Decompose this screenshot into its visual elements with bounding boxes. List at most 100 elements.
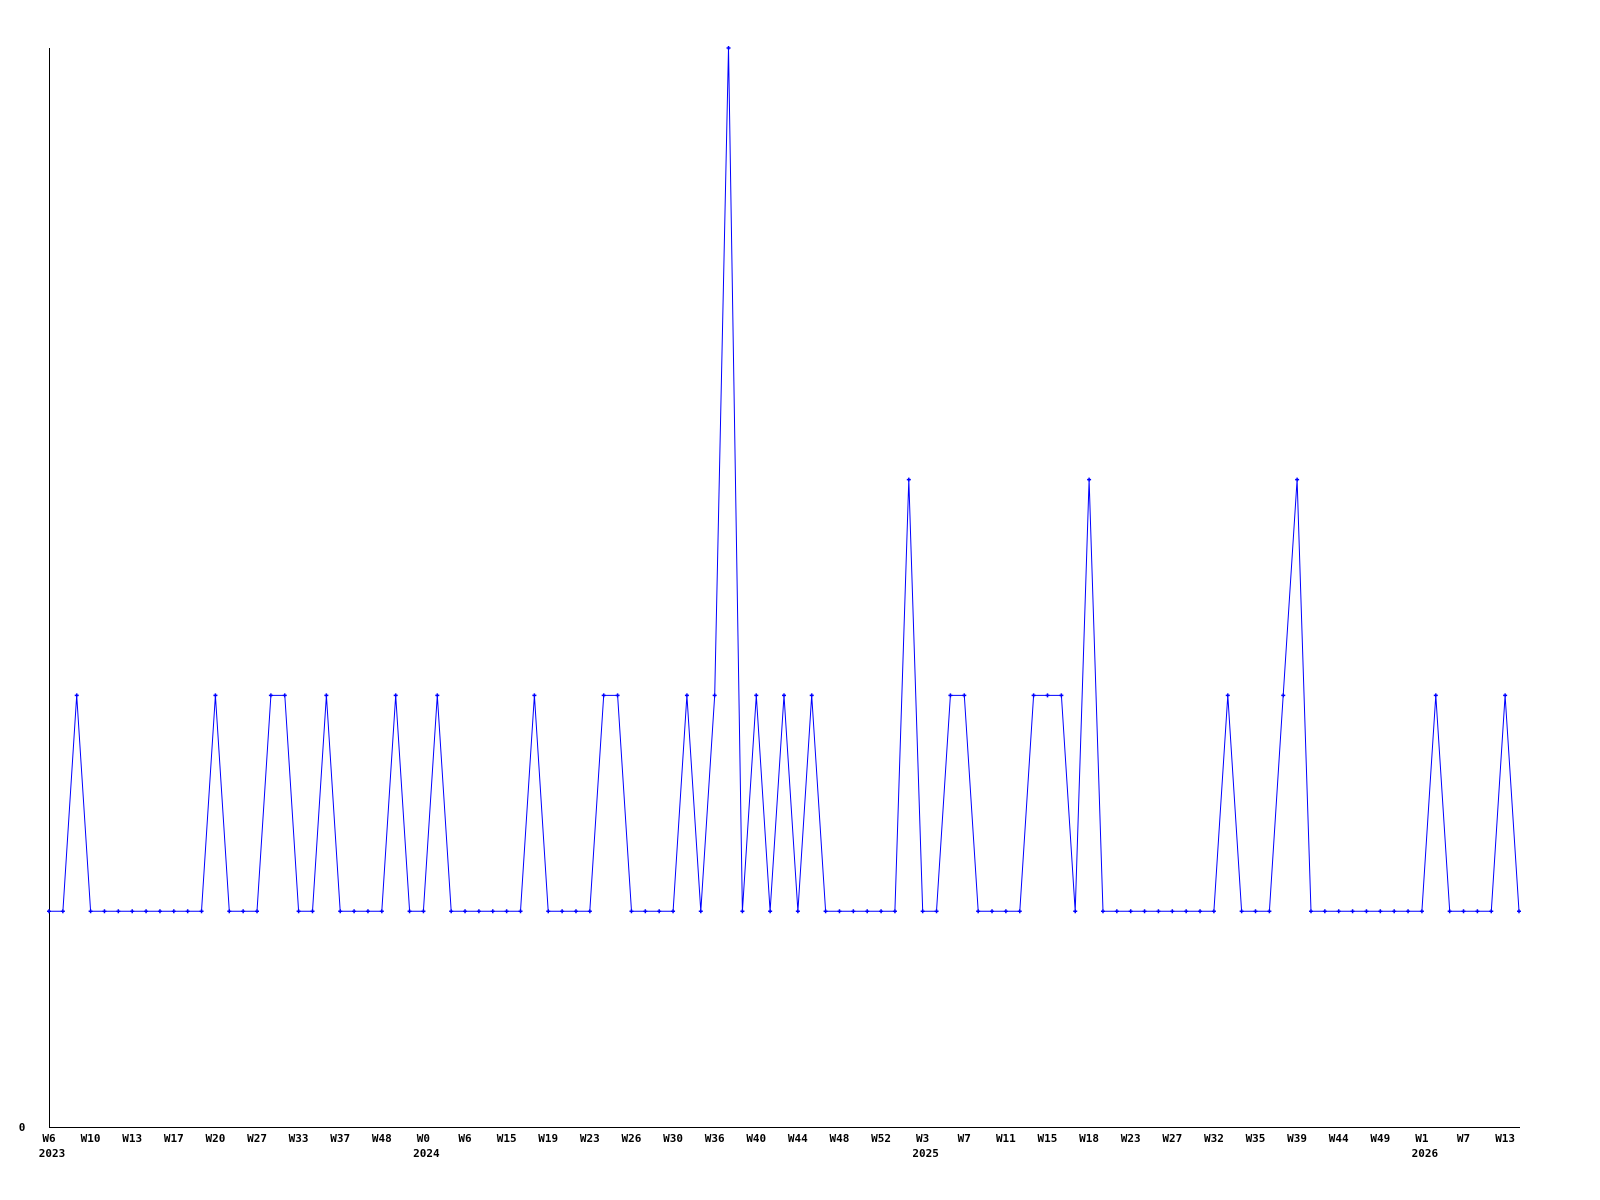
- data-point: [1350, 909, 1355, 914]
- data-point: [1017, 909, 1022, 914]
- data-point: [1267, 909, 1272, 914]
- data-point: [934, 909, 939, 914]
- x-tick-label: W23: [1121, 1132, 1141, 1145]
- x-tick-label: W48: [372, 1132, 392, 1145]
- data-point: [1378, 909, 1383, 914]
- data-point: [740, 909, 745, 914]
- data-point: [1003, 909, 1008, 914]
- data-point: [1184, 909, 1189, 914]
- data-point: [1239, 909, 1244, 914]
- data-point: [1087, 477, 1092, 482]
- data-point: [754, 693, 759, 698]
- data-point: [643, 909, 648, 914]
- data-point: [504, 909, 509, 914]
- data-point: [47, 909, 51, 914]
- data-point: [1503, 693, 1508, 698]
- data-point: [573, 909, 578, 914]
- data-points: [47, 46, 1521, 914]
- x-tick-label: W36: [705, 1132, 725, 1145]
- data-point: [268, 693, 273, 698]
- x-tick-label: W15: [1038, 1132, 1058, 1145]
- data-point: [1170, 909, 1175, 914]
- data-point: [324, 693, 329, 698]
- data-point: [1225, 693, 1230, 698]
- data-point: [712, 693, 717, 698]
- x-tick-label: W35: [1246, 1132, 1266, 1145]
- data-point: [546, 909, 551, 914]
- x-tick-label: W19: [538, 1132, 558, 1145]
- data-point: [671, 909, 676, 914]
- year-labels: 2023 2024 2025 2026: [39, 1147, 1439, 1160]
- data-point: [698, 909, 703, 914]
- data-point: [1406, 909, 1411, 914]
- data-point: [365, 909, 370, 914]
- data-point: [782, 693, 786, 698]
- data-point: [1281, 693, 1286, 698]
- data-point: [1045, 693, 1050, 698]
- data-point: [116, 909, 121, 914]
- data-point: [1364, 909, 1369, 914]
- data-point: [1142, 909, 1147, 914]
- data-point: [490, 909, 495, 914]
- data-point: [976, 909, 981, 914]
- data-point: [837, 909, 842, 914]
- x-tick-label: W7: [1457, 1132, 1470, 1145]
- x-tick-label: W40: [746, 1132, 766, 1145]
- data-point: [1489, 909, 1494, 914]
- data-point: [990, 909, 995, 914]
- x-tick-label: W27: [247, 1132, 267, 1145]
- data-point: [463, 909, 468, 914]
- data-point: [1198, 909, 1203, 914]
- data-point: [1461, 909, 1466, 914]
- x-tick-label: W3: [916, 1132, 929, 1145]
- data-point: [1517, 909, 1521, 914]
- data-point: [629, 909, 634, 914]
- x-tick-label: W13: [1495, 1132, 1515, 1145]
- data-point: [726, 46, 731, 50]
- data-point: [1128, 909, 1133, 914]
- data-point: [601, 693, 606, 698]
- data-point: [185, 909, 190, 914]
- x-tick-label: W37: [330, 1132, 350, 1145]
- x-tick-label: W30: [663, 1132, 683, 1145]
- data-point: [379, 909, 384, 914]
- data-point: [684, 693, 689, 698]
- data-point: [1156, 909, 1161, 914]
- data-point: [1100, 909, 1105, 914]
- data-point: [421, 909, 426, 914]
- data-point: [296, 909, 301, 914]
- year-label: 2026: [1412, 1147, 1439, 1160]
- data-point: [851, 909, 856, 914]
- data-point: [144, 909, 149, 914]
- data-point: [962, 693, 967, 698]
- year-label: 2025: [912, 1147, 939, 1160]
- data-point: [157, 909, 162, 914]
- data-point: [1308, 909, 1313, 914]
- x-tick-label: W15: [497, 1132, 517, 1145]
- x-tick-label: W11: [996, 1132, 1016, 1145]
- data-point: [1419, 909, 1424, 914]
- data-point: [560, 909, 565, 914]
- data-point: [60, 909, 65, 914]
- data-point: [227, 909, 232, 914]
- x-tick-label: W13: [122, 1132, 142, 1145]
- x-tick-label: W23: [580, 1132, 600, 1145]
- x-tick-label: W39: [1287, 1132, 1307, 1145]
- data-point: [352, 909, 357, 914]
- x-tick-label: W33: [289, 1132, 309, 1145]
- year-label: 2024: [413, 1147, 440, 1160]
- x-tick-label: W17: [164, 1132, 184, 1145]
- x-tick-label: W6: [42, 1132, 56, 1145]
- data-point: [865, 909, 870, 914]
- data-point: [892, 909, 897, 914]
- data-point: [795, 909, 800, 914]
- x-tick-label: W44: [1329, 1132, 1349, 1145]
- data-point: [255, 909, 260, 914]
- data-point: [171, 909, 176, 914]
- data-point: [88, 909, 93, 914]
- data-point: [407, 909, 412, 914]
- data-point: [130, 909, 135, 914]
- data-point: [199, 909, 204, 914]
- data-point: [449, 909, 454, 914]
